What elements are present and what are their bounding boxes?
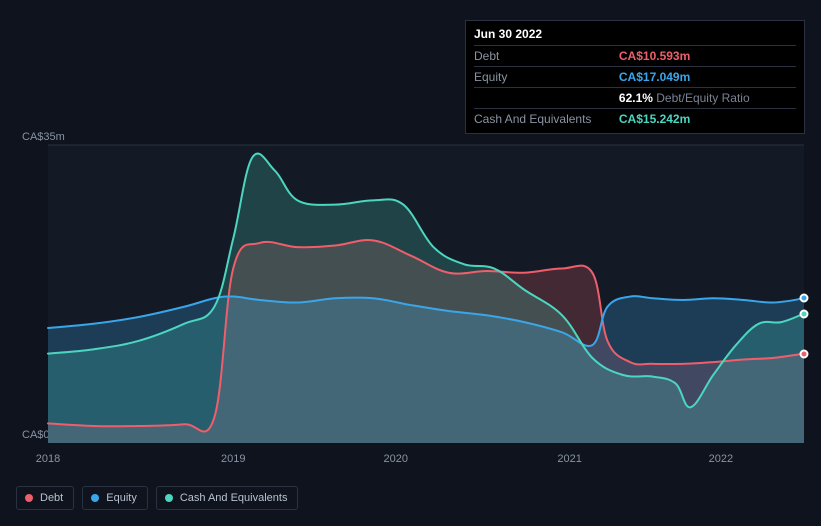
legend-label: Cash And Equivalents (180, 492, 288, 504)
chart-plot-area[interactable] (48, 145, 804, 443)
tooltip-table: DebtCA$10.593mEquityCA$17.049m62.1% Debt… (474, 45, 796, 129)
legend-label: Debt (40, 492, 63, 504)
legend-item[interactable]: Equity (82, 486, 148, 510)
tooltip-row-label: Cash And Equivalents (474, 109, 619, 130)
chart-svg (48, 145, 804, 443)
tooltip-row-label (474, 88, 619, 109)
x-axis-label: 2021 (557, 453, 581, 465)
y-axis-label: CA$35m (22, 131, 65, 143)
tooltip-row-value: CA$15.242m (619, 109, 796, 130)
x-axis-label: 2019 (221, 453, 245, 465)
legend-item[interactable]: Cash And Equivalents (156, 486, 299, 510)
series-end-marker (800, 309, 809, 318)
legend-item[interactable]: Debt (16, 486, 74, 510)
chart-container: Jun 30 2022 DebtCA$10.593mEquityCA$17.04… (0, 0, 821, 526)
chart-tooltip: Jun 30 2022 DebtCA$10.593mEquityCA$17.04… (465, 20, 805, 134)
legend-dot-icon (91, 494, 99, 502)
tooltip-row-value: CA$17.049m (619, 67, 796, 88)
x-axis-label: 2022 (709, 453, 733, 465)
legend-dot-icon (25, 494, 33, 502)
series-end-marker (800, 349, 809, 358)
chart-legend: Debt Equity Cash And Equivalents (16, 486, 298, 510)
x-axis-label: 2018 (36, 453, 60, 465)
x-axis-label: 2020 (384, 453, 408, 465)
tooltip-row-label: Debt (474, 46, 619, 67)
tooltip-row-label: Equity (474, 67, 619, 88)
tooltip-row-value: 62.1% Debt/Equity Ratio (619, 88, 796, 109)
legend-dot-icon (165, 494, 173, 502)
tooltip-date: Jun 30 2022 (474, 27, 796, 45)
y-axis-label: CA$0 (22, 429, 50, 441)
legend-label: Equity (106, 492, 137, 504)
tooltip-row-value: CA$10.593m (619, 46, 796, 67)
series-end-marker (800, 294, 809, 303)
